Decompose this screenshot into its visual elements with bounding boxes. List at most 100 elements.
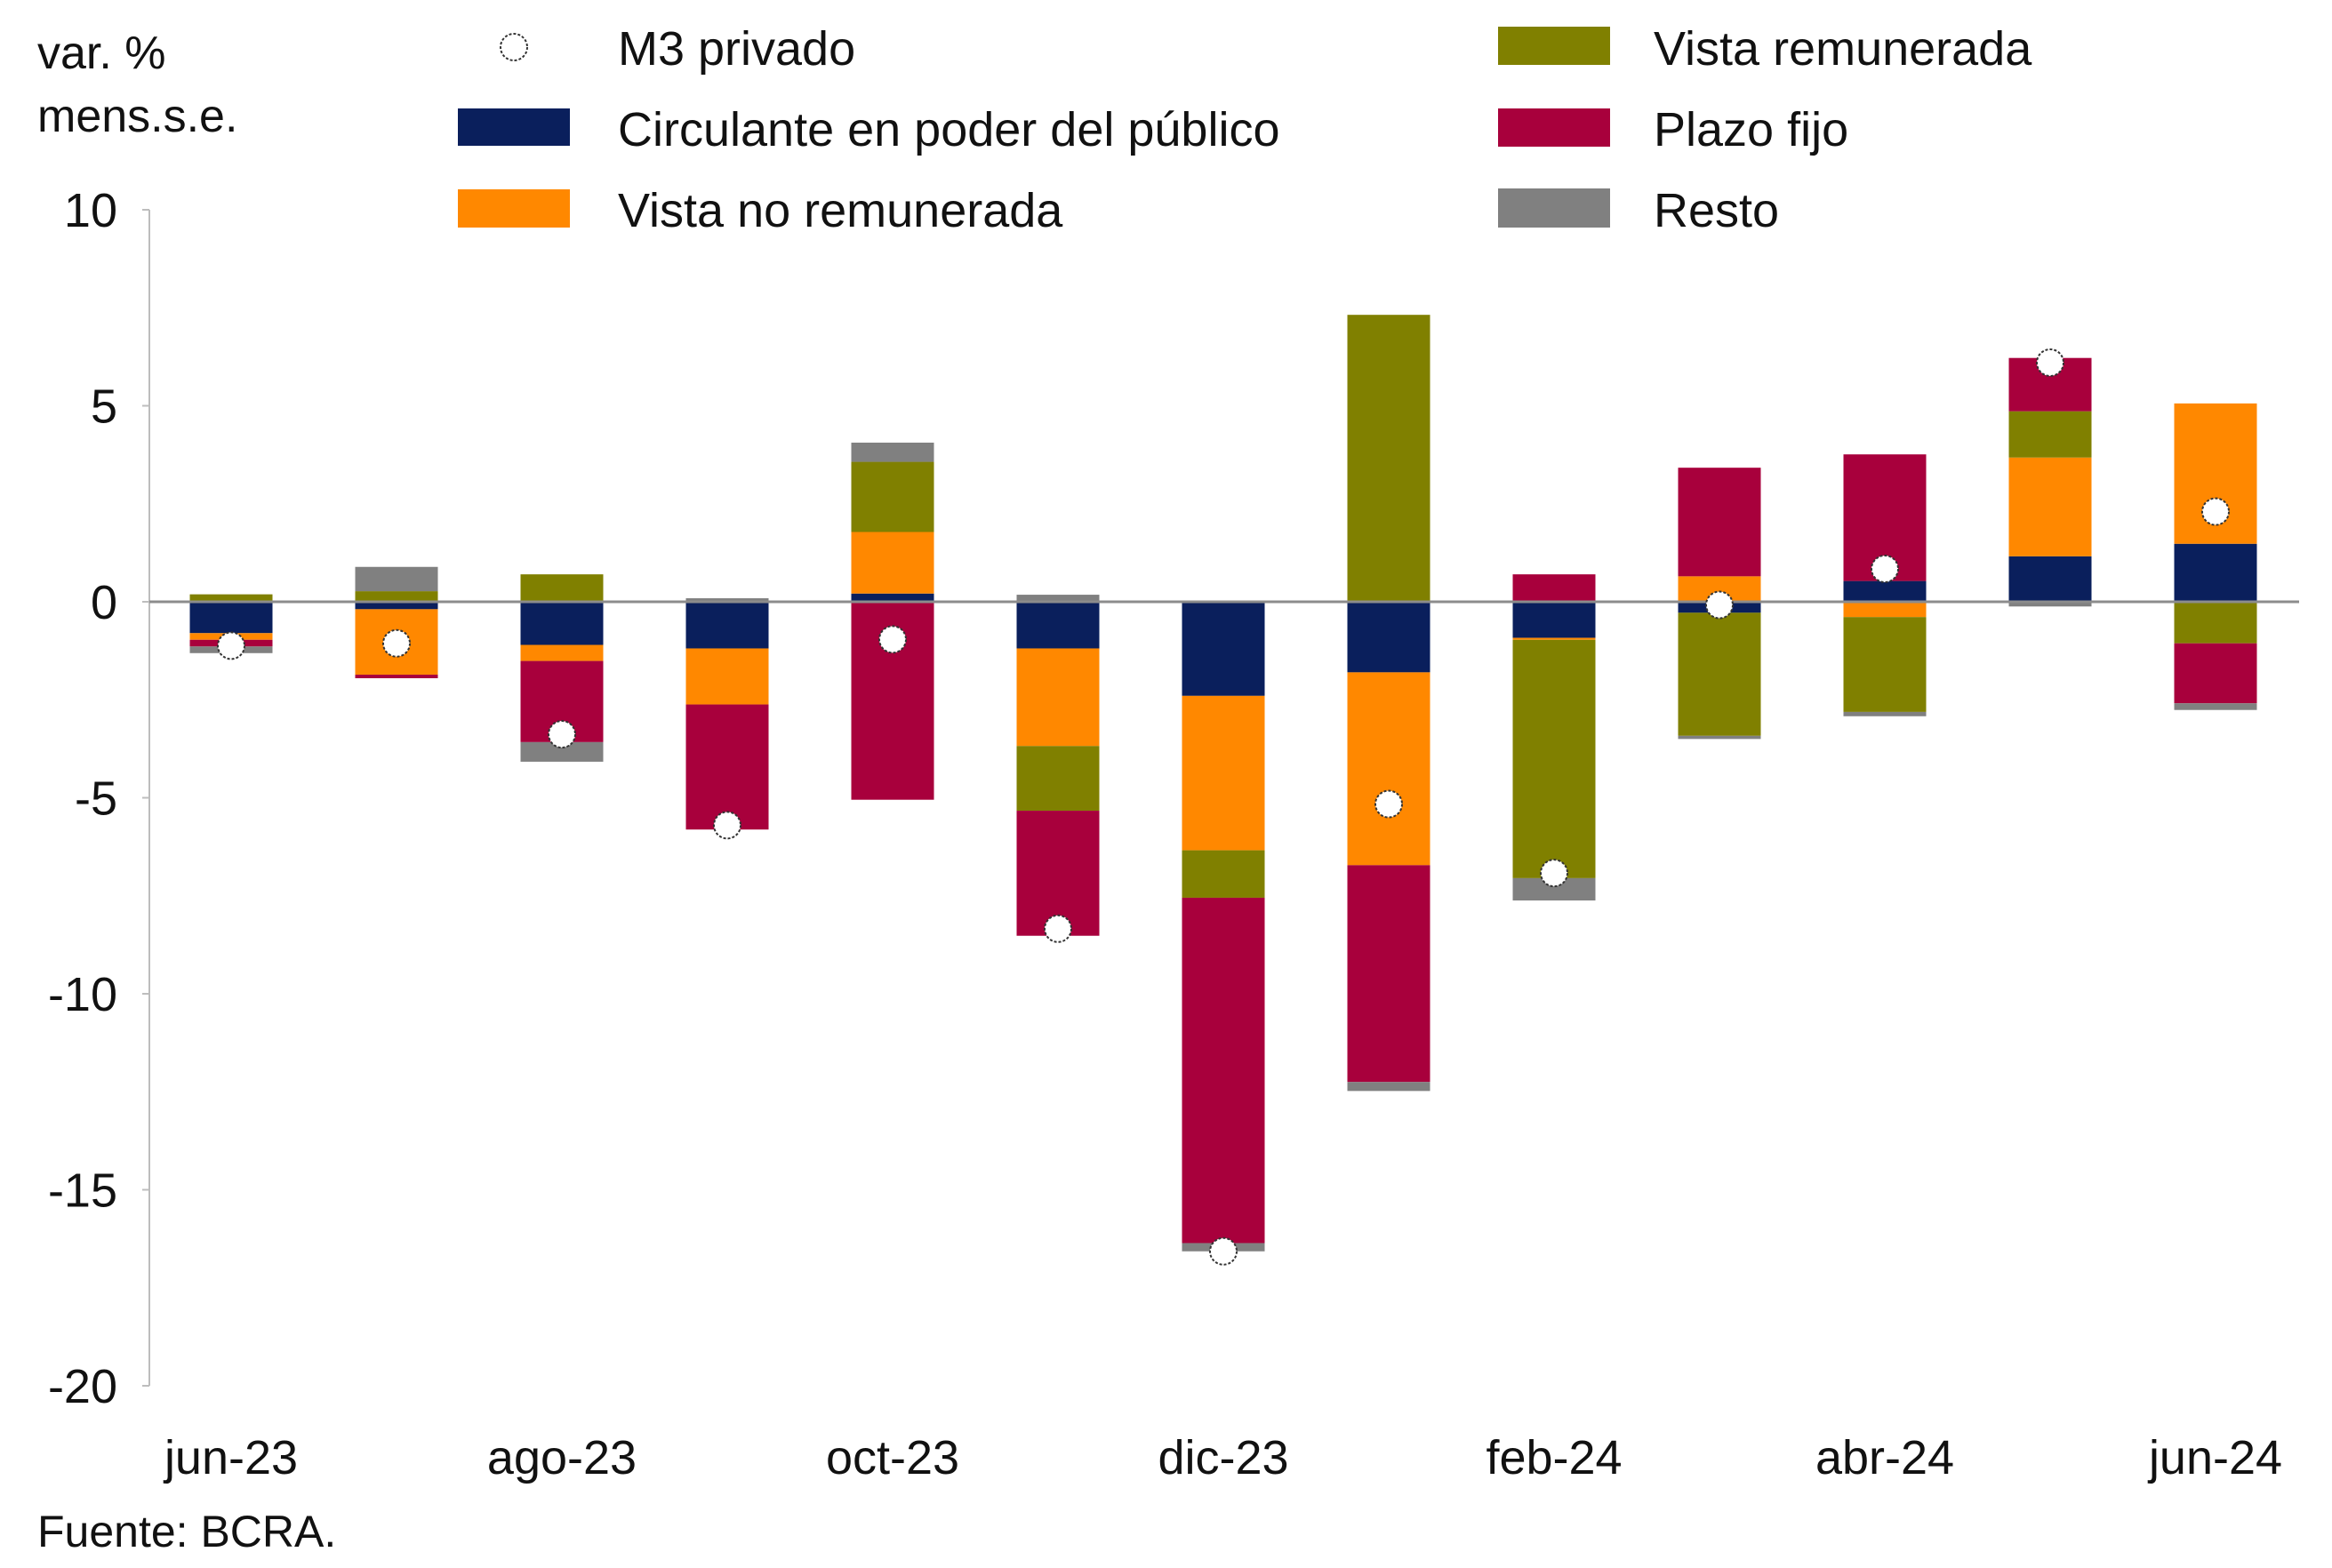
bar-segment-vista-remunerada-feb-24 xyxy=(1512,639,1596,878)
bar-segment-vista-no-remunerada-sep-23 xyxy=(685,648,769,705)
legend-swatch-circulante xyxy=(458,108,570,146)
bar-segment-vista-no-remunerada-oct-23 xyxy=(851,532,934,594)
bar-segment-vista-no-remunerada-abr-24 xyxy=(1843,602,1927,618)
y-tick-label: -5 xyxy=(75,772,117,826)
bar-segment-resto-ago-23 xyxy=(520,741,604,762)
y-tick-label: 5 xyxy=(91,380,117,434)
legend-marker-m3-privado xyxy=(500,33,528,61)
y-unit-label-line2: mens.s.e. xyxy=(37,91,237,142)
bar-segment-plazo-fijo-mar-24 xyxy=(1678,468,1761,577)
bar-segment-circulante-en-poder-del-público-sep-23 xyxy=(685,602,769,649)
m3-marker-nov-23 xyxy=(1044,914,1072,943)
m3-marker-jun-23 xyxy=(217,631,245,660)
legend-item-circulante: Circulante en poder del público xyxy=(458,103,1279,156)
bar-stack-feb-24 xyxy=(1512,574,1596,901)
bar-segment-vista-remunerada-jul-23 xyxy=(355,591,438,602)
bar-segment-plazo-fijo-jun-24 xyxy=(2174,643,2257,704)
bar-segment-vista-remunerada-ago-23 xyxy=(520,574,604,602)
bar-segment-vista-remunerada-abr-24 xyxy=(1843,617,1927,712)
legend-label-plazo-fijo: Plazo fijo xyxy=(1654,103,1848,156)
m3-marker-oct-23 xyxy=(878,625,907,654)
m3-marker-ago-23 xyxy=(548,720,576,749)
y-tick-label: -10 xyxy=(48,968,117,1021)
m3-marker-may-24 xyxy=(2036,348,2064,377)
y-tick-label: 0 xyxy=(91,576,117,629)
bar-stack-mar-24 xyxy=(1678,468,1761,740)
bar-segment-vista-remunerada-jun-24 xyxy=(2174,602,2257,644)
legend-swatch-vista-no-remunerada xyxy=(458,189,570,228)
bar-segment-plazo-fijo-dic-23 xyxy=(1182,897,1265,1244)
x-tick-label: oct-23 xyxy=(826,1431,959,1484)
y-axis: 10 5 0 -5 -10 -15 -20 xyxy=(48,184,150,1413)
legend-label-circulante: Circulante en poder del público xyxy=(618,103,1279,156)
bar-segment-vista-remunerada-oct-23 xyxy=(851,461,934,532)
bar-stack-may-24 xyxy=(2008,357,2092,607)
y-unit-label-line1: var. % xyxy=(37,28,166,79)
bar-stack-oct-23 xyxy=(851,442,934,800)
x-tick-label: jun-23 xyxy=(163,1431,298,1484)
bar-stack-ene-24 xyxy=(1347,315,1430,1092)
bar-segment-resto-oct-23 xyxy=(851,442,934,462)
bar-segment-circulante-en-poder-del-público-nov-23 xyxy=(1016,602,1100,649)
bar-segment-vista-no-remunerada-dic-23 xyxy=(1182,695,1265,851)
bar-segment-resto-jul-23 xyxy=(355,566,438,592)
bar-segment-plazo-fijo-feb-24 xyxy=(1512,574,1596,602)
m3-marker-dic-23 xyxy=(1209,1236,1238,1266)
legend-label-vista-no-remunerada: Vista no remunerada xyxy=(618,184,1063,237)
bar-segment-resto-jun-24 xyxy=(2174,703,2257,710)
legend-swatch-vista-remunerada xyxy=(1498,27,1610,65)
legend-item-vista-no-remunerada: Vista no remunerada xyxy=(458,184,1063,237)
bar-segment-circulante-en-poder-del-público-may-24 xyxy=(2008,556,2092,602)
bar-segment-vista-no-remunerada-ene-24 xyxy=(1347,672,1430,866)
bar-stack-abr-24 xyxy=(1843,454,1927,716)
x-tick-label: jun-24 xyxy=(2147,1431,2282,1484)
x-tick-label: ago-23 xyxy=(487,1431,637,1484)
m3-marker-jun-24 xyxy=(2201,497,2230,526)
x-tick-label: feb-24 xyxy=(1486,1431,1622,1484)
bar-segment-vista-no-remunerada-ago-23 xyxy=(520,644,604,661)
bar-segment-vista-remunerada-jun-23 xyxy=(189,594,273,602)
m3-marker-feb-24 xyxy=(1540,859,1568,888)
x-axis: jun-23 ago-23 oct-23 dic-23 feb-24 abr-24 jun-… xyxy=(163,1431,2282,1484)
bar-segment-plazo-fijo-jul-23 xyxy=(355,675,438,678)
bar-segment-plazo-fijo-sep-23 xyxy=(685,704,769,830)
y-tick-label: 10 xyxy=(64,184,117,237)
y-tick-label: -20 xyxy=(48,1360,117,1413)
legend-item-m3-privado: M3 privado xyxy=(500,22,855,76)
bar-segment-circulante-en-poder-del-público-abr-24 xyxy=(1843,580,1927,602)
bar-segment-vista-remunerada-may-24 xyxy=(2008,411,2092,458)
legend-swatch-resto xyxy=(1498,188,1610,228)
bar-segment-vista-no-remunerada-feb-24 xyxy=(1512,637,1596,640)
bar-segment-vista-no-remunerada-may-24 xyxy=(2008,457,2092,556)
bar-segment-circulante-en-poder-del-público-ene-24 xyxy=(1347,602,1430,673)
m3-marker-abr-24 xyxy=(1871,554,1899,583)
bars xyxy=(189,315,2257,1252)
legend: M3 privado Circulante en poder del públi… xyxy=(458,22,2032,237)
m3-markers xyxy=(217,348,2230,1266)
m3-marker-mar-24 xyxy=(1705,590,1734,620)
legend-label-vista-remunerada: Vista remunerada xyxy=(1654,22,2032,76)
bar-segment-circulante-en-poder-del-público-ago-23 xyxy=(520,602,604,645)
bar-segment-resto-mar-24 xyxy=(1678,735,1761,740)
m3-marker-jul-23 xyxy=(382,628,411,658)
bar-segment-circulante-en-poder-del-público-jun-24 xyxy=(2174,543,2257,602)
bar-segment-resto-may-24 xyxy=(2008,602,2092,607)
bar-segment-circulante-en-poder-del-público-dic-23 xyxy=(1182,602,1265,696)
bar-segment-circulante-en-poder-del-público-oct-23 xyxy=(851,593,934,602)
y-tick-label: -15 xyxy=(48,1164,117,1218)
bar-segment-vista-no-remunerada-nov-23 xyxy=(1016,648,1100,747)
legend-swatch-plazo-fijo xyxy=(1498,108,1610,147)
bar-segment-circulante-en-poder-del-público-jul-23 xyxy=(355,602,438,610)
bar-stack-jun-24 xyxy=(2174,403,2257,710)
x-tick-label: abr-24 xyxy=(1815,1431,1954,1484)
bar-stack-sep-23 xyxy=(685,598,769,830)
legend-item-vista-remunerada: Vista remunerada xyxy=(1498,22,2032,76)
legend-item-plazo-fijo: Plazo fijo xyxy=(1498,103,1848,156)
bar-segment-circulante-en-poder-del-público-feb-24 xyxy=(1512,602,1596,638)
source-note: Fuente: BCRA. xyxy=(37,1507,336,1556)
bar-stack-nov-23 xyxy=(1016,595,1100,936)
legend-label-m3-privado: M3 privado xyxy=(618,22,855,76)
m3-marker-sep-23 xyxy=(713,811,741,840)
bar-segment-vista-remunerada-ene-24 xyxy=(1347,315,1430,602)
